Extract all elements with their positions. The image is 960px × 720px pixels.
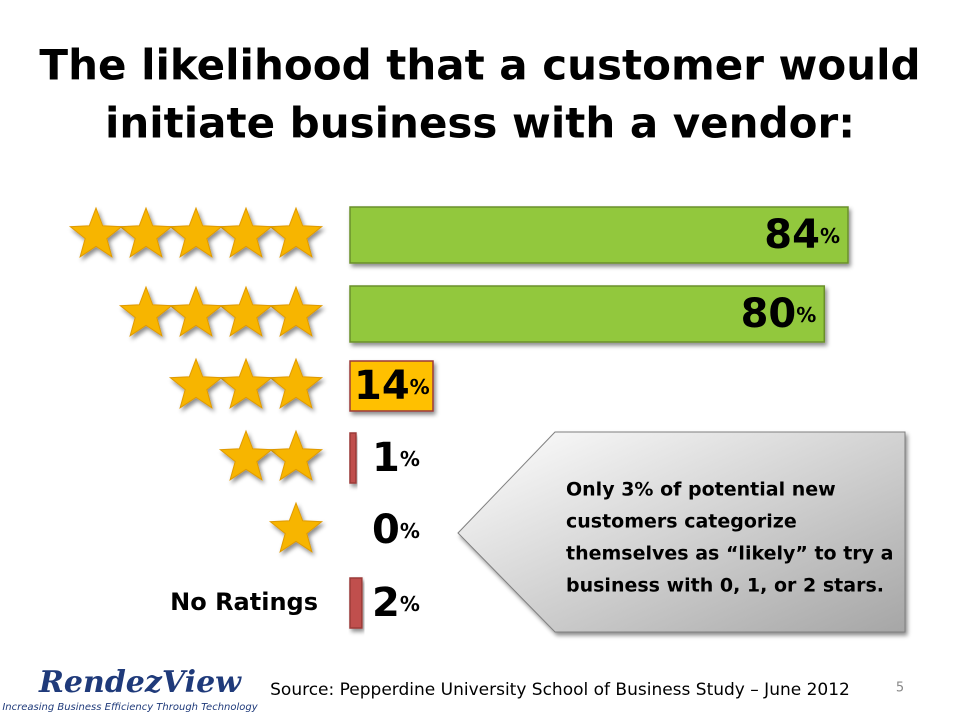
value-label: 80%: [741, 291, 817, 337]
callout-box: [457, 431, 906, 633]
page-number: 5: [896, 681, 904, 696]
category-label: No Ratings: [170, 588, 318, 616]
star: [218, 206, 274, 258]
bar: [349, 577, 363, 629]
star: [218, 285, 274, 337]
value-label: 1%: [372, 435, 420, 481]
source: Source: Pepperdine University School of …: [270, 680, 850, 700]
callout: Only 3% of potential new customers catego…: [566, 479, 894, 597]
star: [268, 285, 324, 337]
bar: [349, 206, 849, 264]
star: [168, 206, 224, 258]
bar: [349, 360, 434, 412]
value-label: 0%: [372, 507, 420, 553]
star: [268, 357, 324, 409]
callout-line: business with 0, 1, or 2 stars.: [566, 575, 884, 597]
value-label: 2%: [372, 580, 420, 626]
star: [118, 206, 174, 258]
star: [68, 206, 124, 258]
logo-tagline: Increasing Business Efficiency Through T…: [2, 702, 258, 713]
logo-name: RendezView: [38, 665, 242, 700]
star: [218, 357, 274, 409]
star: [168, 285, 224, 337]
value-label: 84%: [764, 212, 840, 258]
star: [218, 429, 274, 481]
callout-line: Only 3% of potential new: [566, 479, 836, 501]
bar: [349, 432, 357, 484]
callout-line: customers categorize: [566, 511, 797, 533]
star: [118, 285, 174, 337]
bar: [349, 285, 826, 343]
callout-line: themselves as “likely” to try a: [566, 543, 894, 565]
title-line: The likelihood that a customer would: [39, 41, 920, 90]
title-line: initiate business with a vendor:: [105, 99, 855, 148]
star: [268, 501, 324, 553]
star: [168, 357, 224, 409]
value-label: 14%: [354, 363, 430, 409]
star: [268, 429, 324, 481]
star: [268, 206, 324, 258]
